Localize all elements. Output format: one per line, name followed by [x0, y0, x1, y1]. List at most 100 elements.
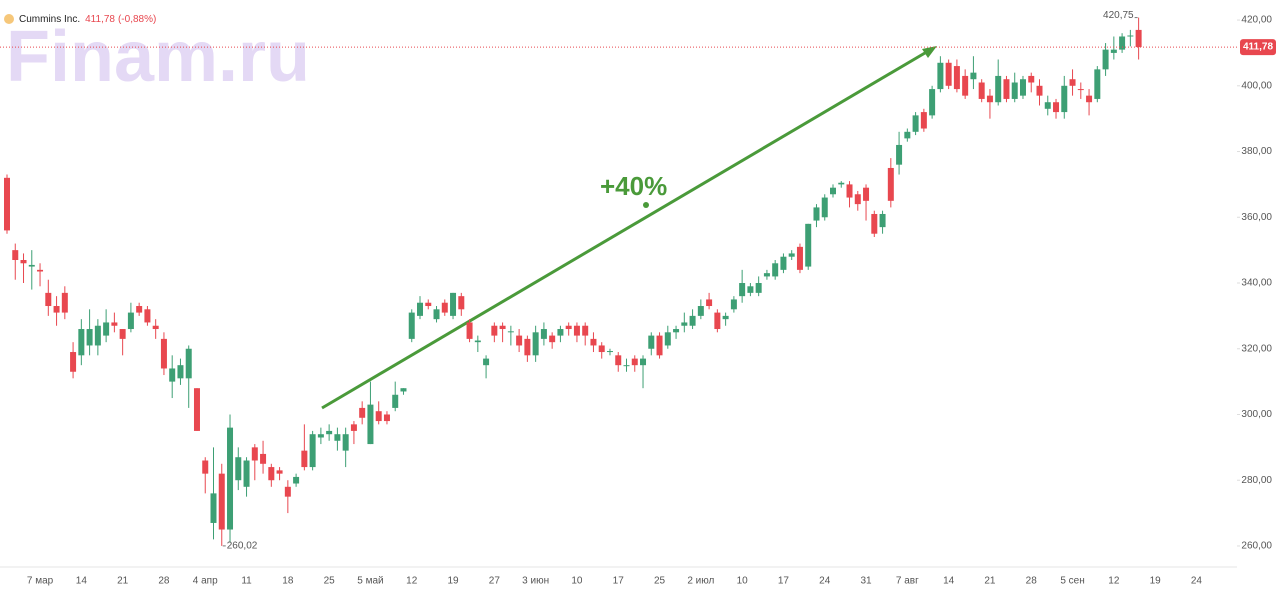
candle-body	[37, 269, 44, 272]
candle-body	[598, 345, 605, 353]
candle-body	[86, 329, 93, 346]
candle-body	[846, 184, 853, 198]
candle-body	[714, 312, 721, 330]
ticker-name: Cummins Inc.	[19, 14, 80, 25]
candle-body	[4, 177, 10, 231]
candle-body	[1077, 89, 1084, 91]
candle-body	[1135, 29, 1142, 48]
y-tick-label: 360,00	[1241, 212, 1272, 223]
candle-body	[1119, 36, 1126, 50]
candle-body	[739, 283, 746, 297]
candle-body	[631, 358, 638, 366]
candle-body	[359, 407, 366, 418]
candle-body	[879, 213, 886, 228]
candle-body	[821, 197, 828, 218]
header: Cummins Inc. 411,78 (-0,88%)	[19, 14, 156, 25]
candle-body	[193, 388, 200, 431]
candle-body	[301, 450, 308, 468]
min-label: 260,02	[227, 541, 258, 552]
candle-body	[648, 335, 655, 349]
candle-body	[706, 299, 713, 307]
candle-body	[838, 182, 845, 185]
candle-body	[78, 329, 85, 356]
candle-body	[474, 340, 481, 343]
candle-body	[119, 329, 126, 339]
candle-body	[920, 112, 927, 129]
candle-body	[565, 325, 572, 330]
x-tick-label: 2 июл	[687, 576, 714, 587]
candle-body	[912, 115, 919, 132]
max-label: 420,75	[1103, 10, 1134, 21]
candle-body	[780, 256, 787, 270]
candle-body	[763, 273, 770, 277]
candle-body	[12, 250, 19, 260]
candle-body	[962, 75, 969, 96]
x-tick-label: 17	[778, 576, 790, 587]
candle-body	[326, 430, 333, 435]
candle-body	[144, 309, 151, 323]
y-tick-label: 340,00	[1241, 278, 1272, 289]
candle-body	[573, 325, 580, 336]
y-tick-label: 260,00	[1241, 541, 1272, 552]
candle-body	[251, 447, 258, 461]
candle-body	[169, 368, 176, 382]
candle-body	[185, 348, 192, 379]
candle-body	[334, 434, 341, 441]
y-tick-label: 420,00	[1241, 15, 1272, 26]
candle-body	[887, 167, 894, 201]
x-tick-label: 12	[406, 576, 418, 587]
candle-body	[863, 187, 870, 201]
candle-body	[400, 388, 407, 392]
candle-body	[466, 322, 473, 339]
y-tick-label: 400,00	[1241, 80, 1272, 91]
x-tick-label: 7 мар	[27, 576, 54, 587]
x-tick-label: 25	[324, 576, 336, 587]
candle-body	[1127, 35, 1134, 37]
candle-body	[177, 365, 184, 379]
x-tick-label: 24	[819, 576, 831, 587]
trend-arrow	[321, 48, 931, 410]
candle-body	[53, 306, 60, 313]
candle-body	[772, 263, 779, 277]
candle-body	[582, 325, 589, 336]
x-tick-label: 31	[860, 576, 872, 587]
candle-body	[730, 299, 737, 310]
candle-body	[375, 411, 382, 422]
y-tick-label: 320,00	[1241, 343, 1272, 354]
candle-body	[425, 302, 432, 307]
candle-body	[417, 302, 423, 316]
x-tick-label: 14	[943, 576, 955, 587]
candle-body	[896, 144, 903, 165]
candle-body	[549, 335, 556, 343]
candle-body	[929, 89, 936, 116]
last-price: 411,78	[85, 14, 115, 25]
candle-body	[276, 470, 283, 474]
candle-body	[317, 434, 324, 438]
candle-body	[1019, 79, 1026, 96]
candle-body	[235, 457, 242, 481]
x-tick-label: 19	[447, 576, 459, 587]
candle-body	[383, 414, 390, 422]
x-tick-label: 28	[158, 576, 170, 587]
candle-body	[904, 131, 911, 139]
candle-body	[499, 325, 506, 330]
candle-body	[540, 329, 547, 339]
y-axis-panel	[1237, 0, 1280, 594]
candle-body	[871, 213, 878, 234]
candle-body	[458, 296, 465, 310]
candle-body	[218, 473, 225, 530]
candle-body	[813, 207, 820, 221]
x-tick-label: 24	[1191, 576, 1203, 587]
x-tick-label: 14	[76, 576, 88, 587]
ticker-icon	[4, 14, 14, 24]
candle-body	[937, 62, 944, 90]
candle-body	[408, 312, 415, 339]
x-tick-label: 12	[1108, 576, 1120, 587]
candle-body	[953, 66, 960, 90]
x-tick-label: 27	[489, 576, 501, 587]
candle-body	[28, 264, 35, 267]
x-tick-label: 18	[282, 576, 294, 587]
candle-body	[103, 322, 110, 336]
candle-body	[450, 292, 457, 316]
